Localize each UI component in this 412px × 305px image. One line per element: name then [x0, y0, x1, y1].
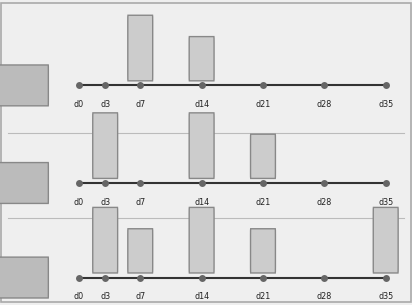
- Text: ND
+
IB: ND + IB: [98, 131, 112, 160]
- Text: d35: d35: [378, 292, 393, 301]
- Text: IBD
+
IB: IBD + IB: [193, 131, 210, 160]
- Text: d3: d3: [100, 292, 110, 301]
- FancyBboxPatch shape: [1, 3, 411, 302]
- Text: d28: d28: [317, 292, 332, 301]
- Text: d35: d35: [378, 100, 393, 109]
- Text: d21: d21: [255, 198, 271, 207]
- Text: Protocol 2: Protocol 2: [1, 178, 43, 188]
- Text: ND
+
IB: ND + IB: [133, 33, 147, 63]
- Text: d0: d0: [74, 292, 84, 301]
- Text: IBD: IBD: [132, 246, 148, 255]
- Text: d35: d35: [378, 198, 393, 207]
- Text: Protocol 1: Protocol 1: [1, 81, 43, 90]
- Text: d3: d3: [100, 100, 110, 109]
- FancyBboxPatch shape: [128, 229, 153, 273]
- Text: d14: d14: [194, 292, 209, 301]
- Text: d7: d7: [135, 292, 145, 301]
- Text: IBD: IBD: [255, 246, 271, 255]
- Text: ND: ND: [256, 152, 270, 161]
- FancyBboxPatch shape: [250, 134, 276, 178]
- FancyBboxPatch shape: [373, 207, 398, 273]
- Text: d14: d14: [194, 198, 209, 207]
- FancyBboxPatch shape: [0, 163, 48, 203]
- FancyBboxPatch shape: [93, 113, 118, 178]
- FancyBboxPatch shape: [189, 207, 214, 273]
- Text: d21: d21: [255, 100, 271, 109]
- Text: Protocol 3: Protocol 3: [1, 273, 43, 282]
- Text: d7: d7: [135, 198, 145, 207]
- Text: ND
+
IB: ND + IB: [194, 225, 208, 255]
- Text: d21: d21: [255, 292, 271, 301]
- FancyBboxPatch shape: [250, 229, 276, 273]
- FancyBboxPatch shape: [128, 15, 153, 81]
- FancyBboxPatch shape: [189, 113, 214, 178]
- Text: d28: d28: [317, 198, 332, 207]
- FancyBboxPatch shape: [0, 65, 48, 106]
- Text: d14: d14: [194, 100, 209, 109]
- FancyBboxPatch shape: [93, 207, 118, 273]
- Text: d28: d28: [317, 100, 332, 109]
- Text: d0: d0: [74, 198, 84, 207]
- Text: ND
+
IB: ND + IB: [379, 225, 393, 255]
- Text: d0: d0: [74, 100, 84, 109]
- FancyBboxPatch shape: [0, 257, 48, 298]
- Text: d3: d3: [100, 198, 110, 207]
- Text: IBD: IBD: [193, 54, 210, 63]
- Text: d7: d7: [135, 100, 145, 109]
- FancyBboxPatch shape: [189, 37, 214, 81]
- Text: ND
+
IB: ND + IB: [98, 225, 112, 255]
